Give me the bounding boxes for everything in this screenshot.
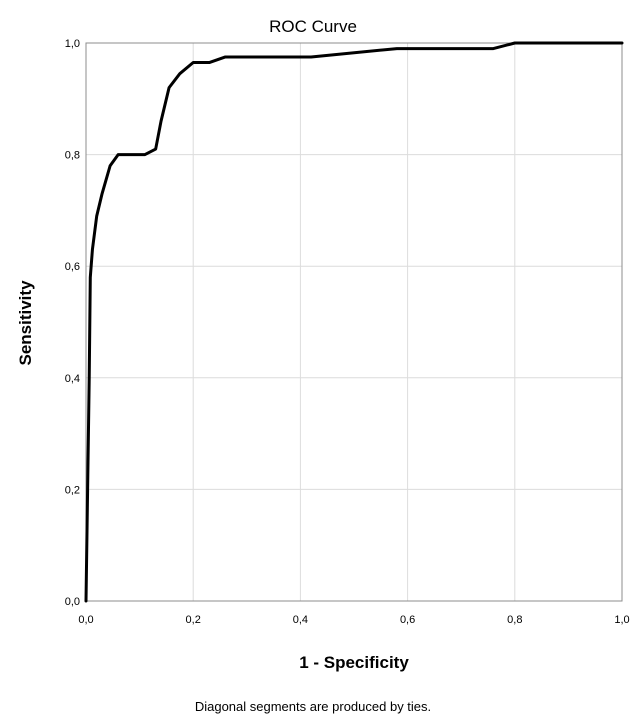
y-tick-label: 0,6 [65, 261, 80, 273]
y-tick-label: 0,4 [65, 373, 80, 385]
x-tick-label: 1,0 [614, 614, 629, 626]
x-tick-label: 0,8 [507, 614, 522, 626]
y-tick-label: 1,0 [65, 38, 80, 50]
roc-curve-line [84, 41, 624, 603]
x-tick-label: 0,0 [78, 614, 93, 626]
x-tick-label: 0,2 [186, 614, 201, 626]
plot-area-border [85, 42, 623, 602]
x-tick-label: 0,6 [400, 614, 415, 626]
y-axis-label: Sensitivity [16, 280, 35, 366]
grid-lines [86, 43, 622, 601]
chart-footnote: Diagonal segments are produced by ties. [195, 699, 431, 714]
x-axis-label: 1 - Specificity [299, 653, 409, 672]
tick-labels: 0,0 0,2 0,4 0,6 0,8 1,0 0,0 0,2 0,4 0,6 0,8 1,0 [65, 38, 630, 626]
roc-series [84, 41, 624, 603]
y-tick-label: 0,8 [65, 150, 80, 162]
y-tick-label: 0,0 [65, 596, 80, 608]
chart-title: ROC Curve [269, 17, 357, 36]
y-tick-label: 0,2 [65, 484, 80, 496]
x-tick-label: 0,4 [293, 614, 308, 626]
